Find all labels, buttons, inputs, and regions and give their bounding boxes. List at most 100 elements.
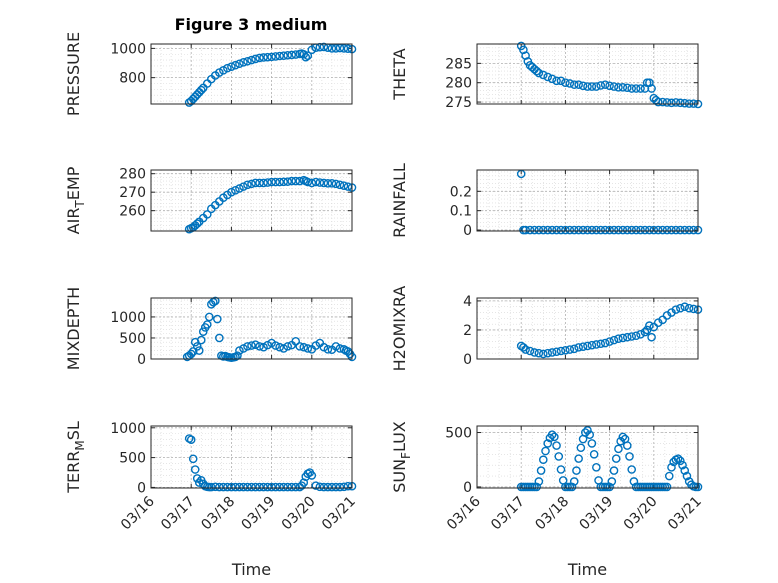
data-point [259, 482, 268, 492]
data-point [561, 345, 570, 355]
data-point [622, 332, 632, 342]
data-point [552, 76, 561, 86]
data-point [541, 446, 550, 456]
data-point [243, 56, 252, 66]
data-point [243, 180, 252, 190]
figure-title: Figure 3 medium [175, 15, 328, 34]
data-point [583, 341, 592, 351]
y-axis-label: PRESSURE [64, 32, 83, 116]
data-point [534, 68, 544, 78]
y-tick-label: 0 [137, 352, 146, 368]
data-point [323, 482, 333, 492]
data-point [543, 348, 553, 358]
data-point [547, 348, 557, 357]
data-point [600, 225, 610, 235]
data-point [227, 187, 236, 197]
subplot-terr-msl: 0 500 1000 TERRMSL 03/16 03/17 03/18 03/19 03/20… [64, 421, 359, 579]
data-point [279, 51, 288, 61]
y-tick-label: 0 [463, 352, 472, 368]
data-point [592, 463, 601, 472]
y-tick-label: 500 [119, 331, 146, 347]
data-point [671, 225, 681, 235]
data-point [186, 349, 196, 359]
y-tick-label: 0.2 [450, 184, 472, 200]
data-point [676, 303, 685, 313]
data-point [235, 184, 244, 193]
data-point [213, 314, 222, 324]
data-point [275, 482, 284, 492]
series-points [516, 426, 703, 492]
data-point [658, 225, 667, 235]
subplot-pressure: 800 1000 PRESSURE [64, 32, 357, 116]
data-point [243, 482, 252, 492]
data-point [307, 471, 317, 480]
series-points [184, 434, 357, 492]
axes-box [476, 43, 699, 105]
data-point [627, 332, 637, 341]
data-point [251, 54, 260, 64]
data-point [327, 179, 337, 188]
data-point [319, 42, 329, 52]
x-tick-label: 03/20 [279, 494, 319, 534]
data-point [618, 432, 628, 442]
data-point [211, 482, 220, 492]
data-point [303, 177, 313, 187]
data-point [662, 98, 672, 107]
data-point [275, 177, 284, 187]
x-axis-label: Time [231, 560, 271, 579]
y-tick-label: 500 [119, 451, 146, 467]
data-point [649, 322, 659, 332]
y-tick-label: 280 [119, 167, 146, 183]
data-point [271, 341, 280, 350]
x-tick-label: 03/17 [488, 494, 528, 534]
data-point [631, 331, 641, 341]
data-point [243, 342, 252, 351]
subplot-grid: 800 1000 PRESSURE 275 280 285 THETA 260 270 280 AI… [64, 32, 705, 579]
data-point [592, 340, 601, 349]
data-point [534, 225, 544, 235]
data-point [605, 482, 614, 492]
data-point [583, 225, 592, 235]
data-point [323, 179, 333, 188]
data-point [547, 430, 557, 440]
data-point [539, 455, 548, 465]
data-point [339, 482, 349, 492]
data-point [600, 338, 610, 348]
y-tick-label: 275 [445, 95, 472, 111]
data-point [561, 78, 570, 88]
axes-box [476, 297, 699, 360]
data-point [319, 178, 329, 188]
data-point [186, 435, 196, 445]
data-point [267, 177, 276, 187]
data-point [283, 482, 292, 492]
data-point [565, 79, 575, 88]
data-point [574, 343, 583, 352]
data-point [556, 225, 566, 235]
data-point [618, 333, 628, 343]
data-point [223, 482, 232, 492]
data-point [263, 482, 272, 492]
data-point [295, 342, 305, 351]
data-point [605, 337, 614, 346]
y-tick-label: 4 [463, 294, 472, 310]
data-point [587, 439, 597, 448]
data-point [647, 332, 656, 342]
y-tick-label: 2 [463, 323, 472, 339]
data-point [283, 342, 292, 351]
y-axis-label: RAINFALL [390, 163, 409, 238]
data-point [622, 225, 632, 235]
data-point [215, 482, 224, 492]
data-point [532, 482, 541, 492]
data-point [202, 320, 212, 329]
data-point [215, 333, 224, 343]
subplot-rainfall: 0 0.1 0.2 RAINFALL [390, 163, 703, 239]
data-point [569, 344, 579, 354]
data-point [255, 342, 264, 351]
data-point [536, 466, 546, 475]
data-point [554, 452, 564, 461]
y-axis-label: MIXDEPTH [64, 287, 83, 370]
data-point [667, 225, 676, 235]
data-point [662, 482, 672, 492]
data-point [530, 225, 539, 235]
